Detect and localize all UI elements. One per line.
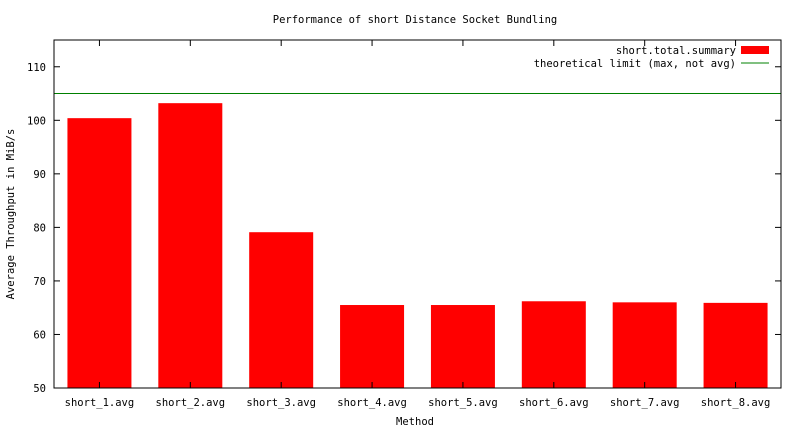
x-tick-label: short_7.avg — [610, 397, 680, 409]
bars — [67, 103, 768, 389]
x-tick-label: short_4.avg — [337, 397, 407, 409]
bar-short_7.avg — [612, 302, 677, 388]
plot-frame — [53, 39, 782, 389]
x-axis-ticks: short_1.avg short_2.avg short_3.avg short_4… — [65, 40, 771, 409]
x-tick-label: short_3.avg — [246, 397, 316, 409]
legend-label-reference: theoretical limit (max, not avg) — [534, 58, 736, 70]
y-tick-label: 70 — [33, 276, 46, 288]
bar-short_6.avg — [521, 301, 586, 388]
y-axis-ticks: 50 60 70 80 90 100 110 — [27, 62, 781, 395]
y-tick-label: 50 — [33, 383, 46, 395]
x-tick-label: short_5.avg — [428, 397, 498, 409]
y-tick-label: 60 — [33, 329, 46, 341]
y-tick-label: 110 — [27, 62, 46, 74]
x-tick-label: short_1.avg — [65, 397, 135, 409]
y-tick-label: 100 — [27, 115, 46, 127]
bar-short_2.avg — [158, 103, 223, 388]
x-tick-label: short_2.avg — [156, 397, 226, 409]
y-axis-label: Average Throughput in MiB/s — [5, 129, 17, 300]
bar-short_4.avg — [340, 305, 405, 388]
bar-short_3.avg — [249, 232, 314, 388]
legend-label-series: short.total.summary — [616, 45, 736, 57]
bar-short_1.avg — [67, 118, 132, 389]
bar-short_8.avg — [703, 302, 768, 388]
y-tick-label: 80 — [33, 222, 46, 234]
x-tick-label: short_8.avg — [701, 397, 771, 409]
y-tick-label: 90 — [33, 169, 46, 181]
legend-swatch-series — [741, 46, 769, 54]
bar-short_5.avg — [430, 305, 495, 388]
legend: short.total.summary theoretical limit (m… — [534, 45, 769, 70]
chart-title: Performance of short Distance Socket Bun… — [273, 14, 557, 26]
x-tick-label: short_6.avg — [519, 397, 589, 409]
x-axis-label: Method — [396, 416, 434, 428]
